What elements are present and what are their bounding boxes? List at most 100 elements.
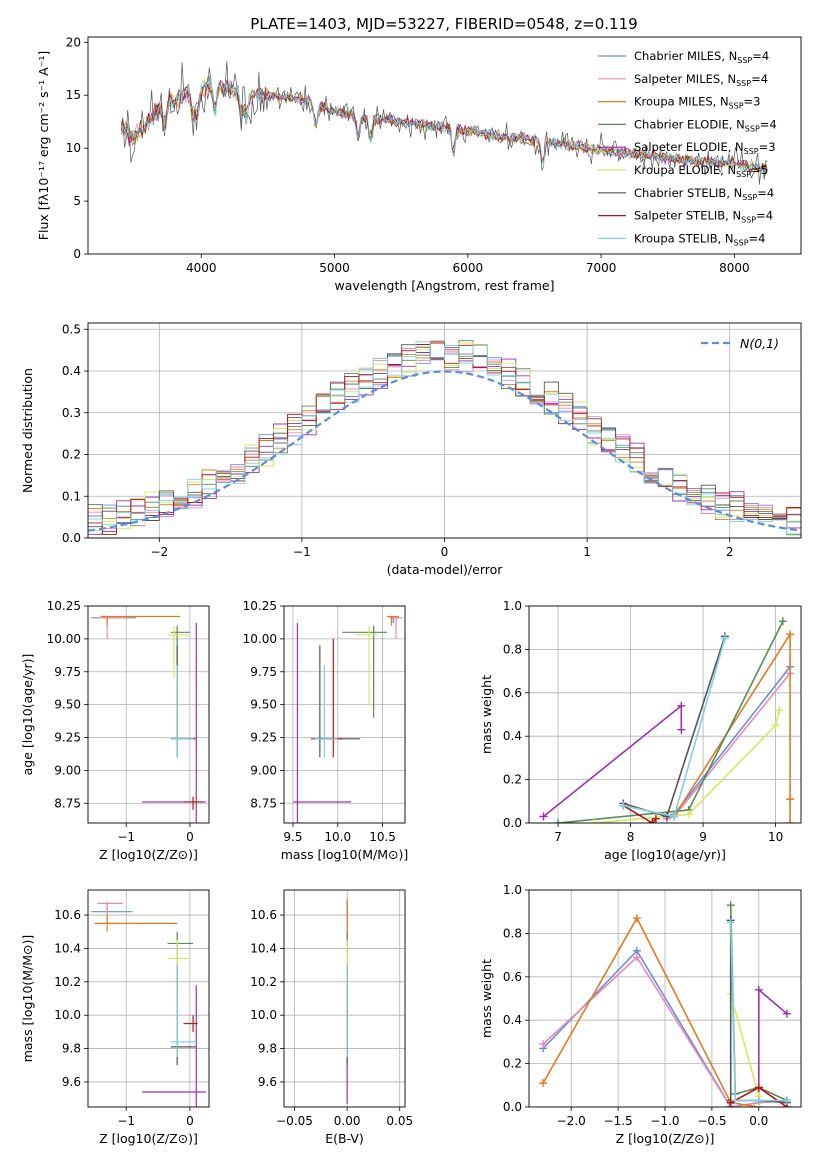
x-tick-label: 0.00 (334, 1114, 361, 1128)
x-tick-label: 7000 (586, 261, 617, 275)
legend-label: Kroupa ELODIE, NSSP=5 (634, 163, 768, 179)
x-tick-label: 0 (186, 1114, 194, 1128)
plot-area (539, 901, 791, 1107)
legend-value: =5 (751, 163, 768, 177)
x-tick-label: 5000 (319, 261, 350, 275)
y-tick-label: 10.6 (54, 908, 81, 922)
x-tick-label: −1 (117, 830, 135, 844)
x-axis-label: Z [log10(Z/Z⊙)] (99, 847, 198, 862)
y-tick-label: 10.00 (47, 632, 81, 646)
y-tick-label: 0.3 (62, 406, 81, 420)
y-tick-label: 9.75 (250, 665, 277, 679)
legend-value: =4 (751, 72, 768, 86)
axes-frame (87, 322, 802, 539)
chart-weight_vs_Z: −2.0 −1.5 −1.0 −0.5 0.0 0.0 0.2 0.4 0.6 0.8 1.0 Z [… (479, 883, 802, 1146)
y-tick-label: 10.00 (243, 632, 277, 646)
spectrum-line (120, 61, 768, 185)
y-tick-label: 0 (73, 247, 81, 261)
y-tick-label: 9.6 (258, 1075, 277, 1089)
chart-spectrum: 4000 5000 6000 7000 8000 0 5 10 15 20 wavelength [… (36, 35, 802, 293)
y-tick-label: 10.2 (250, 975, 277, 989)
legend-value: =4 (756, 209, 773, 223)
y-axis-label: mass weight (479, 675, 494, 754)
legend-subscript: SSP (729, 102, 744, 111)
y-axis-label: Normed distribution (20, 368, 35, 493)
y-axis-label: age [log10(age/yr)] (20, 654, 35, 776)
legend-subscript: SSP (736, 79, 751, 88)
y-tick-label: 1.0 (503, 599, 522, 613)
legend-label: Chabrier ELODIE, NSSP=4 (634, 117, 777, 133)
y-tick-label: 0.6 (503, 686, 522, 700)
y-tick-label: 10.4 (54, 941, 81, 955)
y-tick-label: 10.25 (47, 599, 81, 613)
plot-area (91, 901, 206, 1107)
y-tick-label: 10.2 (54, 975, 81, 989)
x-tick-label: 4000 (186, 261, 217, 275)
weight-marker (782, 1009, 791, 1018)
y-tick-label: 10.6 (250, 908, 277, 922)
legend-label: Chabrier MILES, NSSP=4 (634, 49, 769, 65)
legend-label: Salpeter MILES, NSSP=4 (634, 72, 768, 88)
weight-marker (754, 985, 763, 994)
axes-frame (87, 36, 802, 255)
y-tick-label: 9.8 (258, 1042, 277, 1056)
x-tick-label: 0.05 (386, 1114, 413, 1128)
y-axis-label: mass [log10(M/M⊙)] (20, 935, 35, 1063)
weight-series (666, 666, 791, 820)
x-tick-label: −2 (150, 545, 168, 559)
weight-marker (786, 819, 795, 823)
chart-residuals: −2 −1 0 1 2 0.0 0.1 0.2 0.3 0.4 0.5 (data-model)/er… (20, 322, 802, 577)
y-tick-label: 15 (66, 88, 81, 102)
legend-value: =4 (749, 231, 766, 245)
x-tick-label: 8000 (719, 261, 750, 275)
y-tick-label: 20 (66, 35, 81, 49)
weight-series (594, 710, 780, 823)
y-tick-label: 9.25 (250, 731, 277, 745)
y-tick-label: 0.6 (503, 970, 522, 984)
weight-marker (726, 918, 735, 927)
y-tick-label: 8.75 (250, 796, 277, 810)
x-tick-label: 2 (726, 545, 734, 559)
legend-subscript: SSP (736, 170, 751, 179)
y-tick-label: 9.6 (62, 1075, 81, 1089)
x-tick-label: 10 (768, 830, 783, 844)
y-tick-label: 10.0 (54, 1008, 81, 1022)
weight-marker (590, 819, 599, 823)
y-tick-label: 1.0 (503, 883, 522, 897)
y-tick-label: 9.8 (62, 1042, 81, 1056)
y-tick-label: 5 (73, 194, 81, 208)
histogram-series (88, 341, 801, 535)
x-axis-label: (data-model)/error (387, 562, 504, 577)
plot-area (539, 617, 795, 823)
y-tick-label: 10 (66, 141, 81, 155)
weight-marker (670, 812, 679, 821)
legend-label: Salpeter ELODIE, NSSP=3 (634, 140, 776, 156)
axes-frame (87, 889, 210, 1108)
y-tick-label: 0.8 (503, 642, 522, 656)
axes-frame (87, 605, 210, 824)
spectrum-line (121, 78, 768, 174)
y-tick-label: 9.50 (250, 698, 277, 712)
y-tick-label: 0.2 (62, 448, 81, 462)
y-tick-label: 9.50 (54, 698, 81, 712)
y-tick-label: 0.4 (62, 364, 81, 378)
weight-series (623, 638, 726, 818)
y-tick-label: 10.25 (243, 599, 277, 613)
y-tick-label: 0.4 (503, 729, 522, 743)
x-tick-label: 8 (627, 830, 635, 844)
x-tick-label: 9.5 (283, 830, 302, 844)
chart-mass_vs_EBV: −0.05 0.00 0.05 9.6 9.8 10.0 10.2 10.4 10.6 E(B-V… (250, 889, 413, 1146)
y-axis-label: mass weight (479, 959, 494, 1038)
x-axis-label: Z [log10(Z/Z⊙)] (616, 1131, 715, 1146)
weight-marker (726, 1098, 735, 1107)
y-tick-label: 0.1 (62, 489, 81, 503)
legend-value: =3 (759, 140, 776, 154)
axes-frame (283, 605, 406, 824)
y-tick-label: 9.25 (54, 731, 81, 745)
weight-marker (778, 617, 787, 626)
legend-label: Kroupa MILES, NSSP=3 (634, 95, 760, 111)
weight-marker (554, 819, 563, 823)
weight-marker (651, 814, 660, 823)
y-axis-label: Flux [fλ10⁻¹⁷ erg cm⁻² s⁻¹ A⁻¹] (36, 51, 51, 240)
y-tick-label: 0.2 (503, 1057, 522, 1071)
